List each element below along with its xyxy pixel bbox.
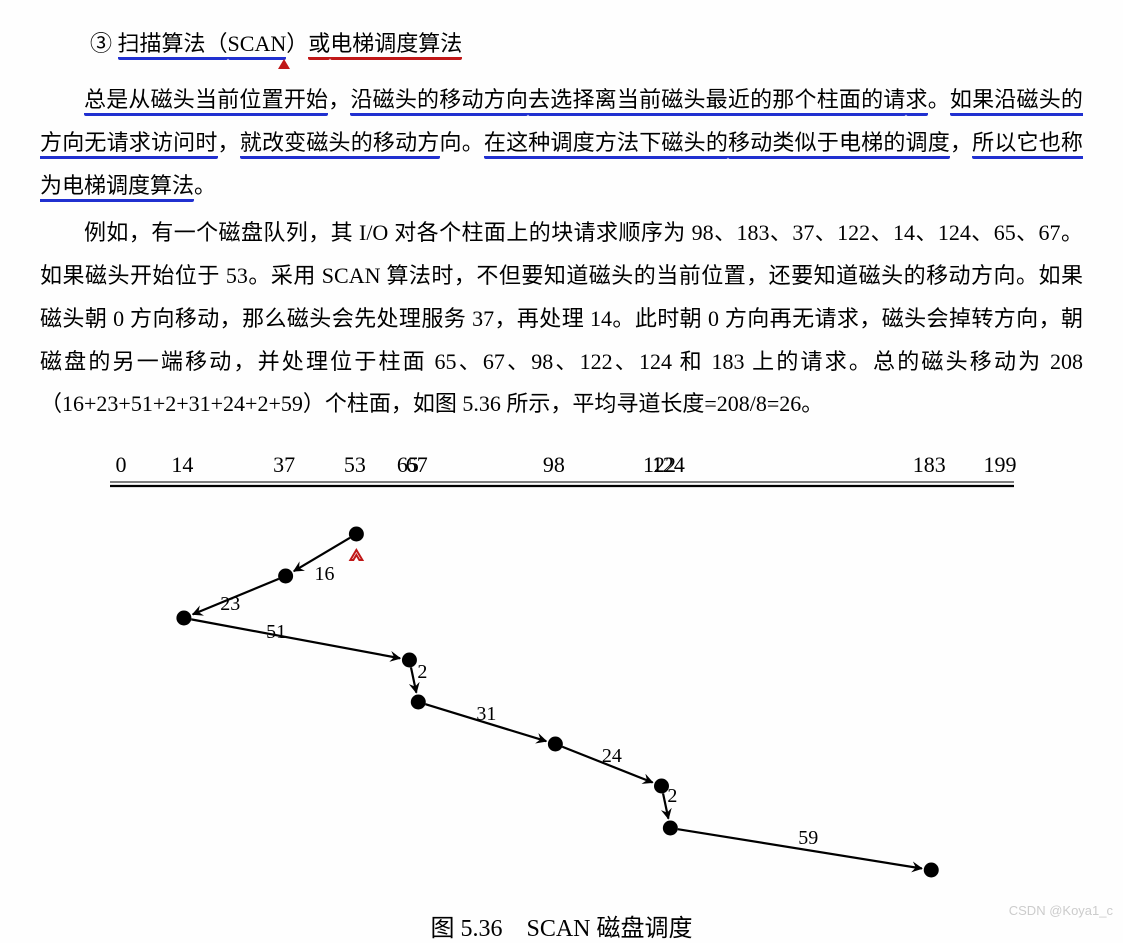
paragraph-example: 例如，有一个磁盘队列，其 I/O 对各个柱面上的块请求顺序为 98、183、37… xyxy=(40,212,1083,426)
def-f: 。 xyxy=(928,87,950,112)
def-h: ， xyxy=(218,130,240,155)
scan-chart-svg xyxy=(82,444,1042,884)
scan-figure: 014375365679812212418319916235123124259 xyxy=(82,444,1042,904)
def-e: 求 xyxy=(906,87,928,116)
def-o: 。 xyxy=(194,173,216,198)
def-c: 沿磁头的移动方向 xyxy=(350,87,528,116)
def-b: ， xyxy=(328,87,350,112)
section-heading: ③ 扫描算法（SCAN）或电梯调度算法 xyxy=(90,26,1083,61)
heading-elevator: 电梯调度算法 xyxy=(330,31,462,60)
watermark: CSDN @Koya1_c xyxy=(1009,903,1113,918)
start-triangle-icon xyxy=(350,550,362,560)
figure-caption: 图 5.36 SCAN 磁盘调度 xyxy=(40,908,1083,943)
heading-number: ③ xyxy=(90,31,112,56)
heading-or: 或 xyxy=(308,31,330,60)
def-i: 就改变磁头的移动方 xyxy=(240,130,440,159)
paragraph-definition: 总是从磁头当前位置开始，沿磁头的移动方向去选择离当前磁头最近的那个柱面的请求。如… xyxy=(40,79,1083,208)
heading-part1: 扫描算法（ xyxy=(118,31,228,60)
def-l: 移动类似于电梯的调度 xyxy=(728,130,950,159)
def-k: 在这种调度方法下磁头的 xyxy=(484,130,728,159)
def-m: ， xyxy=(950,130,972,155)
cursor-triangle-icon xyxy=(278,59,290,69)
def-j: 向。 xyxy=(440,130,484,155)
heading-paren: ） xyxy=(286,31,308,56)
heading-scan: SCAN xyxy=(228,31,287,60)
def-a: 总是从磁头当前位置开始 xyxy=(84,87,328,116)
def-d: 去选择离当前磁头最近的那个柱面的请 xyxy=(528,87,905,116)
